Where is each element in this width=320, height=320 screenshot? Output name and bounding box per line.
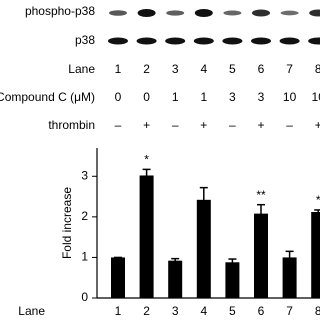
y-tick-label: 3 (81, 168, 88, 182)
blot-band (166, 10, 185, 16)
lane-number: 3 (172, 62, 179, 76)
bar (168, 260, 183, 298)
blot-band (194, 9, 213, 17)
x-tick-label: 6 (258, 304, 265, 318)
compound-dose: 1 (172, 90, 179, 104)
significance: * (144, 153, 149, 167)
blot-band (137, 9, 156, 17)
y-axis-label: Fold increase (60, 187, 74, 259)
thrombin-sign: + (315, 118, 320, 132)
x-tick-label: 7 (286, 304, 293, 318)
blot-band (252, 9, 270, 17)
lane-number: 4 (200, 62, 207, 76)
bar (225, 262, 240, 298)
blot-label: phospho-p38 (25, 4, 95, 18)
blot-band (280, 10, 299, 16)
thrombin-sign: + (257, 118, 264, 132)
blot-band (223, 10, 242, 16)
compound-dose: 0 (143, 90, 150, 104)
compound-dose: 10 (312, 90, 320, 104)
compound-dose: 3 (229, 90, 236, 104)
blot-band (165, 37, 186, 45)
x-axis-label: Lane (18, 304, 45, 318)
x-tick-label: 8 (315, 304, 320, 318)
blot-label: p38 (75, 33, 95, 47)
blot-band (108, 37, 128, 45)
x-tick-label: 1 (115, 304, 122, 318)
thrombin-sign: + (143, 118, 150, 132)
x-tick-label: 5 (229, 304, 236, 318)
blot-band (136, 37, 157, 45)
x-tick-label: 2 (143, 304, 150, 318)
compound-dose: 0 (115, 90, 122, 104)
thrombin-sign: – (286, 118, 293, 132)
lane-number: 8 (315, 62, 320, 76)
row-label: Lane (68, 62, 95, 76)
x-tick-label: 4 (200, 304, 207, 318)
blot-band (222, 37, 243, 45)
bar (139, 175, 154, 298)
lane-number: 2 (143, 62, 150, 76)
thrombin-sign: + (200, 118, 207, 132)
bar (111, 257, 125, 298)
lane-number: 6 (258, 62, 265, 76)
y-tick-label: 0 (81, 290, 88, 304)
y-tick-label: 2 (81, 209, 88, 223)
significance: * (316, 193, 320, 207)
compound-dose: 3 (258, 90, 265, 104)
bar (311, 211, 320, 298)
bar (196, 199, 211, 298)
bar (254, 213, 268, 298)
blot-band (109, 10, 127, 16)
compound-dose: 1 (200, 90, 207, 104)
compound-dose: 10 (283, 90, 297, 104)
row-label: thrombin (48, 118, 95, 132)
lane-number: 5 (229, 62, 236, 76)
blot-band (308, 37, 320, 45)
blot-band (309, 9, 320, 17)
bar (282, 257, 297, 298)
lane-number: 1 (115, 62, 122, 76)
thrombin-sign: – (115, 118, 122, 132)
lane-number: 7 (286, 62, 293, 76)
thrombin-sign: – (172, 118, 179, 132)
blot-band (251, 37, 271, 45)
row-label: Compound C (μM) (0, 90, 95, 104)
significance: ** (256, 188, 266, 202)
y-tick-label: 1 (81, 250, 88, 264)
blot-band (279, 37, 300, 45)
x-tick-label: 3 (172, 304, 179, 318)
blot-band (193, 37, 214, 45)
thrombin-sign: – (229, 118, 236, 132)
